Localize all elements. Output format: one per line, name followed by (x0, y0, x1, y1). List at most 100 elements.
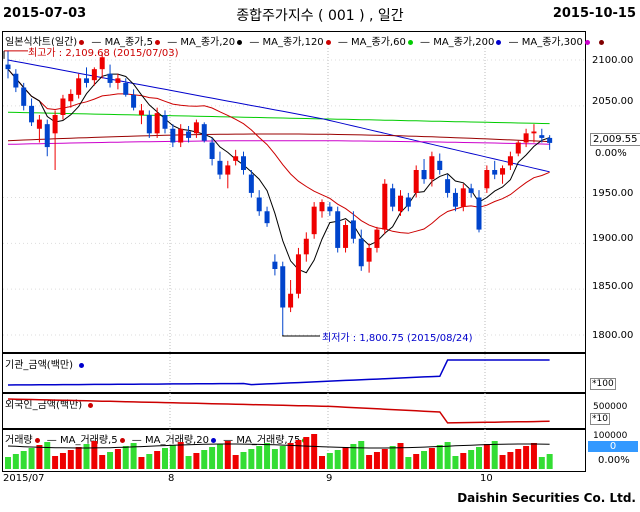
chart-title: 종합주가지수 ( 001 ) , 일간 (236, 8, 404, 24)
ma20-line (7, 68, 550, 234)
volume-bar-24 (193, 453, 200, 469)
ytick-2100: 2100.00 (592, 55, 634, 66)
ma5-line (7, 68, 550, 274)
candle-body-42 (335, 211, 341, 248)
volume-bar-38 (303, 437, 310, 469)
volume-bar-22 (177, 442, 184, 469)
candle-body-15 (123, 82, 129, 95)
candle-body-62 (492, 170, 498, 175)
candle-body-7 (60, 98, 66, 115)
candle-body-66 (523, 133, 529, 143)
volume-bar-19 (154, 451, 161, 469)
foreign-tick: 500000 (593, 402, 628, 412)
volume-bar-60 (476, 447, 482, 469)
candle-body-25 (201, 124, 207, 141)
legend-candle: 일본식차트(일간) (5, 37, 85, 48)
volume-bar-18 (146, 454, 153, 469)
volume-bar-31 (248, 449, 255, 469)
candle-body-19 (154, 113, 160, 134)
candle-body-30 (241, 156, 246, 170)
legend-ma60: — MA_종가,60 (338, 37, 413, 48)
candle-body-67 (531, 131, 537, 134)
ytick-1900: 1900.00 (592, 233, 634, 244)
candle-body-53 (421, 170, 427, 180)
volume-bar-47 (373, 452, 380, 469)
institution-flow-line (7, 359, 550, 386)
candle-body-45 (358, 238, 364, 267)
volume-bar-62 (491, 441, 498, 469)
price-panel[interactable] (2, 31, 586, 353)
candle-body-18 (146, 115, 152, 134)
candle-body-43 (343, 225, 349, 248)
volume-bar-41 (326, 453, 333, 469)
volume-bar-16 (130, 443, 137, 469)
candle-body-10 (84, 78, 89, 83)
volume-bar-67 (530, 443, 537, 469)
candle-body-1 (13, 73, 19, 88)
start-date: 2015-07-03 (3, 6, 87, 21)
volume-bar-6 (52, 456, 59, 469)
candle-body-37 (295, 254, 301, 294)
candle-body-29 (233, 156, 239, 161)
legend-vol-ma20: — MA_거래량,20 (132, 435, 216, 446)
ytick-1950: 1950.00 (592, 188, 634, 199)
volume-bar-45 (358, 441, 365, 469)
xtick-2015-07: 2015/07 (3, 473, 45, 484)
candle-body-68 (539, 135, 545, 138)
candle-body-44 (350, 220, 356, 239)
volume-bar-68 (538, 457, 545, 469)
volume-bar-35 (279, 446, 286, 469)
low-annotation: 최저가 : 1,800.75 (2015/08/24) (322, 333, 473, 344)
institution-scale: *100 (590, 378, 616, 390)
candle-body-22 (178, 128, 184, 143)
candle-body-34 (272, 261, 278, 269)
volume-bar-54 (428, 448, 435, 469)
candle-body-5 (44, 124, 50, 148)
volume-bar-29 (232, 455, 239, 469)
candle-body-48 (382, 183, 388, 230)
volume-bar-34 (271, 449, 278, 469)
volume-bar-32 (256, 446, 263, 469)
price-legend: 일본식차트(일간) — MA_종가,5 — MA_종가,20 — MA_종가,1… (5, 33, 605, 48)
volume-bar-63 (499, 455, 506, 469)
candle-body-12 (99, 57, 105, 70)
candle-body-26 (209, 142, 215, 159)
candle-body-51 (405, 197, 411, 207)
xtick-9: 9 (326, 473, 333, 484)
volume-bar-5 (44, 442, 51, 469)
candle-body-16 (131, 94, 137, 108)
xtick-10: 10 (480, 473, 493, 484)
candle-body-59 (468, 188, 474, 193)
candle-body-0 (5, 64, 11, 70)
candle-body-21 (170, 128, 176, 143)
candle-body-54 (429, 156, 435, 180)
foreign-scale: *10 (590, 413, 610, 425)
volume-bar-15 (122, 446, 129, 469)
candle-body-35 (280, 266, 286, 308)
candle-body-40 (319, 202, 325, 212)
legend-ma20: — MA_종가,20 (167, 37, 243, 48)
volume-bar-58 (460, 453, 467, 469)
candle-body-3 (29, 105, 35, 123)
candle-body-8 (68, 93, 74, 102)
candle-body-47 (374, 229, 380, 248)
volume-bar-52 (413, 454, 420, 469)
candle-body-58 (460, 188, 466, 207)
candle-body-17 (138, 110, 144, 115)
foreign-legend: 외국인_금액(백만) (5, 396, 94, 411)
volume-bar-11 (91, 441, 98, 469)
xtick-8: 8 (168, 473, 175, 484)
candle-body-28 (225, 165, 231, 175)
volume-bar-1 (12, 454, 19, 469)
volume-bar-40 (319, 456, 325, 469)
candle-body-69 (547, 137, 553, 143)
ytick-1800: 1800.00 (592, 330, 634, 341)
candle-body-65 (515, 142, 521, 154)
low-arrow-line (282, 335, 320, 337)
volume-bar-69 (546, 454, 553, 469)
candle-body-50 (398, 195, 403, 212)
candle-body-2 (21, 87, 27, 106)
candle-body-55 (437, 160, 443, 170)
candle-body-20 (162, 115, 168, 129)
volume-bar-65 (515, 449, 522, 469)
